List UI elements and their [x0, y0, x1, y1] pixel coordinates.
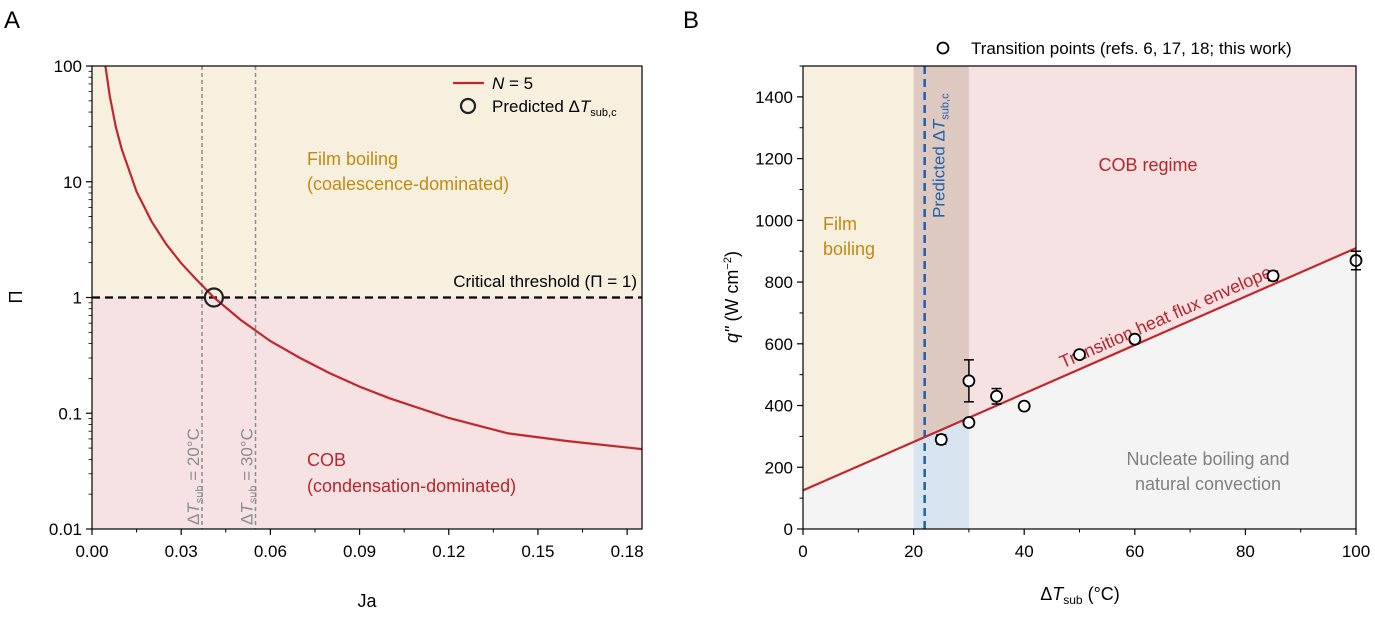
panel-b-film-label-1: Film — [823, 214, 857, 234]
panel-b-points — [934, 250, 1363, 446]
panel-a-cob-label-2: (condensation-dominated) — [307, 476, 516, 496]
panel-b-point — [1128, 332, 1142, 346]
panel-b-point — [1266, 269, 1280, 283]
panel-a-label: A — [4, 7, 20, 34]
panel-a-vline-30c-label: ΔTsub = 30°C — [238, 428, 260, 525]
panel-b-ytick-label: 0 — [784, 520, 793, 539]
panel-b-envelope-line — [802, 247, 1357, 492]
panel-b-legend-label: Transition points (refs. 6, 17, 18; this… — [971, 39, 1292, 58]
panel-b-xlabel: ΔTsub (°C) — [1040, 584, 1120, 607]
panel-a-legend-marker-swatch — [459, 97, 477, 115]
panel-a-film-label-1: Film boiling — [307, 149, 398, 169]
panel-b-transition-band-upper — [913, 66, 969, 442]
panel-b-ytick-label: 1200 — [755, 150, 793, 169]
panel-b-ytick-label: 1400 — [755, 88, 793, 107]
panel-a-xlabel: Ja — [357, 591, 377, 611]
panel-b: B Predicted ΔTsub,c Transition heat flux… — [683, 7, 1370, 607]
panel-b-xtick-label: 80 — [1236, 542, 1255, 561]
panel-b-xtick-label: 60 — [1125, 542, 1144, 561]
panel-b-film-label-2: boiling — [823, 239, 875, 259]
panel-b-point — [934, 433, 948, 446]
panel-a-vline-20c-label: ΔTsub = 20°C — [184, 428, 206, 525]
panel-a-ytick-label: 10 — [63, 173, 82, 192]
panel-a-cob-region — [92, 297, 642, 529]
panel-b-point — [990, 389, 1003, 403]
panel-a-legend: N = 5 Predicted ΔTsub,c — [453, 74, 617, 119]
panel-b-cob-label: COB regime — [1098, 155, 1197, 175]
panel-b-nucleate-label-1: Nucleate boiling and — [1126, 449, 1289, 469]
panel-b-cob-region — [968, 66, 1356, 418]
panel-b-ytick-label: 1000 — [755, 211, 793, 230]
panel-a-ytick-label: 0.1 — [58, 404, 82, 423]
panel-a-ytick-label: 0.01 — [49, 520, 82, 539]
panel-a-critical-threshold-label: Critical threshold (Π = 1) — [453, 272, 637, 291]
panel-b-xtick-label: 100 — [1342, 542, 1370, 561]
panel-b-xtick-label: 20 — [904, 542, 923, 561]
panel-b-ytick-label: 800 — [765, 273, 793, 292]
panel-b-film-region — [803, 66, 914, 491]
panel-b-ytick-label: 400 — [765, 397, 793, 416]
panel-a-cob-label-1: COB — [307, 450, 346, 470]
panel-b-ylabel: q" (W cm−2) — [722, 251, 742, 343]
panel-b-legend-marker — [936, 41, 950, 55]
panel-a-xtick-label: 0.09 — [343, 542, 376, 561]
panel-a-xtick-label: 0.12 — [432, 542, 465, 561]
panel-b-point — [1017, 399, 1031, 413]
panel-a-film-region — [92, 66, 642, 297]
panel-a-n5-curve — [104, 65, 643, 451]
panel-a: A ΔTsub = 20°C ΔTsub = 30°C Critical thr… — [4, 7, 644, 611]
panel-a-legend-predicted: Predicted ΔTsub,c — [492, 97, 617, 119]
panel-b-point — [1073, 348, 1086, 362]
panel-a-ylabel: Π — [6, 291, 26, 304]
panel-b-xtick-label: 40 — [1015, 542, 1034, 561]
panel-b-xtick-label: 0 — [798, 542, 807, 561]
panel-a-ticks: 0.00 0.03 0.06 0.09 0.12 0.15 0.18 0.01 0.1 1 10 10… — [49, 57, 644, 561]
panel-a-xtick-label: 0.03 — [165, 542, 198, 561]
panel-a-xtick-label: 0.00 — [75, 542, 108, 561]
panel-b-transition-band-lower — [913, 417, 969, 529]
panel-a-xtick-label: 0.18 — [611, 542, 644, 561]
panel-a-predicted-marker — [203, 287, 224, 308]
panel-b-point — [962, 374, 976, 388]
panel-b-predicted-label: Predicted ΔTsub,c — [930, 93, 952, 218]
panel-a-legend-n5: N = 5 — [492, 74, 533, 93]
panel-a-xtick-label: 0.15 — [521, 542, 554, 561]
panel-b-ytick-label: 600 — [765, 335, 793, 354]
panel-b-point — [962, 416, 976, 429]
panel-b-label: B — [683, 7, 699, 34]
panel-b-ytick-label: 200 — [765, 458, 793, 477]
panel-a-film-label-2: (coalescence-dominated) — [307, 174, 509, 194]
panel-b-legend: Transition points (refs. 6, 17, 18; this… — [936, 39, 1292, 58]
panel-b-nucleate-label-2: natural convection — [1135, 474, 1281, 494]
panel-a-xtick-label: 0.06 — [254, 542, 287, 561]
panel-a-ytick-label: 1 — [73, 289, 82, 308]
panel-a-ytick-label: 100 — [54, 57, 82, 76]
